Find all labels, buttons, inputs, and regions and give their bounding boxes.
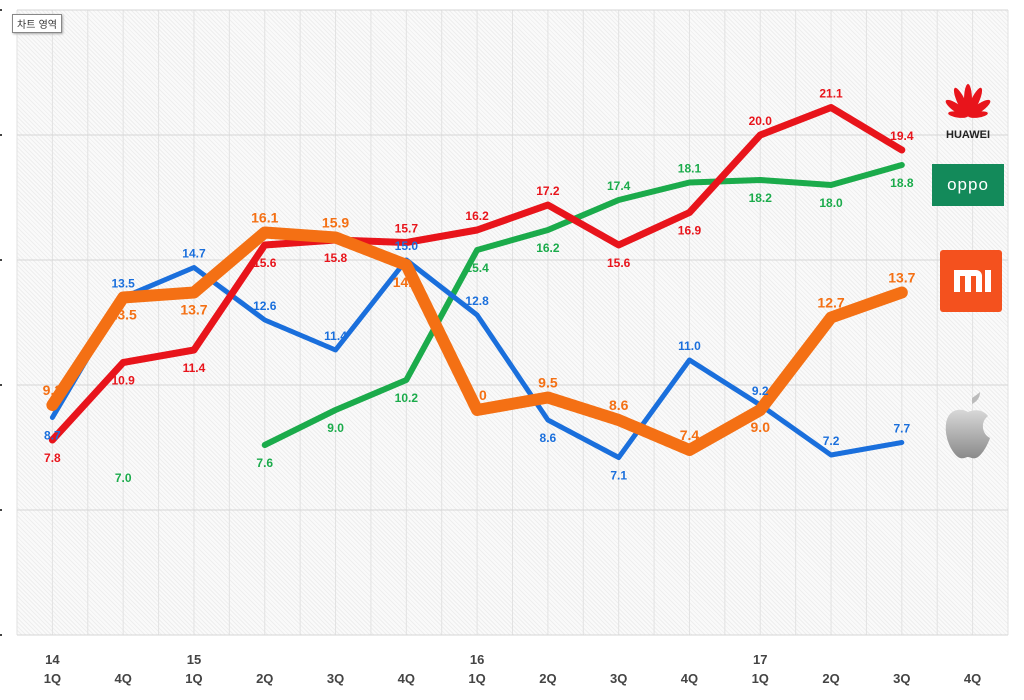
data-label: 17.2 <box>536 184 560 198</box>
x-tick-label: 4Q <box>680 671 699 686</box>
series-line-oppo <box>261 162 905 448</box>
x-tick-label: 1Q <box>751 671 769 686</box>
data-label: 9.2 <box>752 384 769 398</box>
data-label: 9.0 <box>751 419 771 435</box>
x-year-label: 14 <box>45 652 60 667</box>
data-label: 15.7 <box>395 222 419 236</box>
data-label: 16.1 <box>251 210 278 226</box>
huawei-petals-icon: HUAWEI <box>945 84 991 141</box>
data-label: 15.8 <box>324 251 348 265</box>
y-tick-mark <box>0 634 2 636</box>
data-label: 7.1 <box>610 469 627 483</box>
data-label: 8.7 <box>44 429 61 443</box>
data-label: 9.2 <box>43 382 63 398</box>
data-label: 8.6 <box>609 397 629 413</box>
data-label: 15.6 <box>253 256 277 270</box>
data-label: 20.0 <box>749 114 773 128</box>
data-label: 16.2 <box>465 209 489 223</box>
x-tick-label: 2Q <box>822 671 840 686</box>
data-label: 11.4 <box>183 361 206 375</box>
data-label: 14.8 <box>393 274 420 290</box>
data-label: 14.7 <box>182 247 206 261</box>
x-tick-label: 3Q <box>326 671 345 686</box>
y-tick-mark <box>0 9 2 11</box>
x-tick-label: 1Q <box>43 671 62 686</box>
y-tick-mark <box>0 384 2 386</box>
data-label: 8.6 <box>540 431 557 445</box>
data-label: 9.0 <box>327 421 344 435</box>
y-tick-mark <box>0 259 2 261</box>
data-label: 16.2 <box>536 241 560 255</box>
huawei-logo-text: HUAWEI <box>946 129 990 141</box>
data-label: 12.7 <box>817 295 844 311</box>
x-year-label: 17 <box>753 652 768 667</box>
data-label: 21.1 <box>819 87 843 101</box>
data-label: 16.9 <box>678 224 702 238</box>
x-year-label: 16 <box>469 652 485 667</box>
series-line-mi <box>46 226 908 456</box>
x-year-label: 15 <box>186 652 202 667</box>
x-tick-label: 2Q <box>256 671 274 686</box>
data-label: 7.0 <box>115 471 132 485</box>
mi-logo <box>940 250 1002 312</box>
data-label: 12.6 <box>253 299 277 313</box>
data-label: 15.9 <box>322 215 349 231</box>
x-tick-label: 4Q <box>397 671 415 686</box>
data-label: 7.2 <box>823 434 840 448</box>
data-label: 18.8 <box>890 176 914 190</box>
data-label: 7.6 <box>256 456 273 470</box>
oppo-logo: oppo <box>932 164 1004 206</box>
data-label: 13.7 <box>888 270 915 286</box>
data-label: 7.7 <box>893 422 910 436</box>
data-label: 19.4 <box>890 129 914 143</box>
apple-logo <box>942 392 994 468</box>
apple-icon <box>945 392 990 459</box>
data-label: 13.5 <box>110 307 137 323</box>
data-label: 18.0 <box>819 196 843 210</box>
data-label: 15.0 <box>395 239 419 253</box>
data-label: 11.0 <box>678 339 701 353</box>
huawei-logo: HUAWEI <box>940 82 996 142</box>
data-label: 15.4 <box>465 261 489 275</box>
data-label: 10.9 <box>111 374 135 388</box>
series-line-huawei <box>48 104 906 444</box>
data-label: 18.2 <box>749 191 773 205</box>
y-tick-mark <box>0 134 2 136</box>
data-label: 7.8 <box>44 451 61 465</box>
y-tick-mark <box>0 509 2 511</box>
data-label: 15.6 <box>607 256 631 270</box>
x-tick-label: 2Q <box>539 671 557 686</box>
data-label: 12.8 <box>465 294 489 308</box>
data-label: 13.5 <box>111 277 135 291</box>
x-tick-label: 3Q <box>610 671 628 686</box>
data-label: 11.4 <box>324 329 347 343</box>
x-tick-label: 4Q <box>963 671 982 686</box>
data-label: 17.4 <box>607 179 631 193</box>
data-label: 7.4 <box>680 427 700 443</box>
x-tick-label: 3Q <box>893 671 911 686</box>
data-label: 13.7 <box>180 302 207 318</box>
data-label: 18.1 <box>678 162 702 176</box>
data-label: 9.5 <box>538 375 558 391</box>
mi-icon <box>954 270 991 292</box>
chart-area-tooltip: 차트 영역 <box>12 14 62 33</box>
data-label: 9.0 <box>467 387 487 403</box>
x-tick-label: 1Q <box>185 671 203 686</box>
data-label: 10.2 <box>395 391 419 405</box>
x-tick-label: 4Q <box>114 671 132 686</box>
x-tick-label: 1Q <box>468 671 486 686</box>
